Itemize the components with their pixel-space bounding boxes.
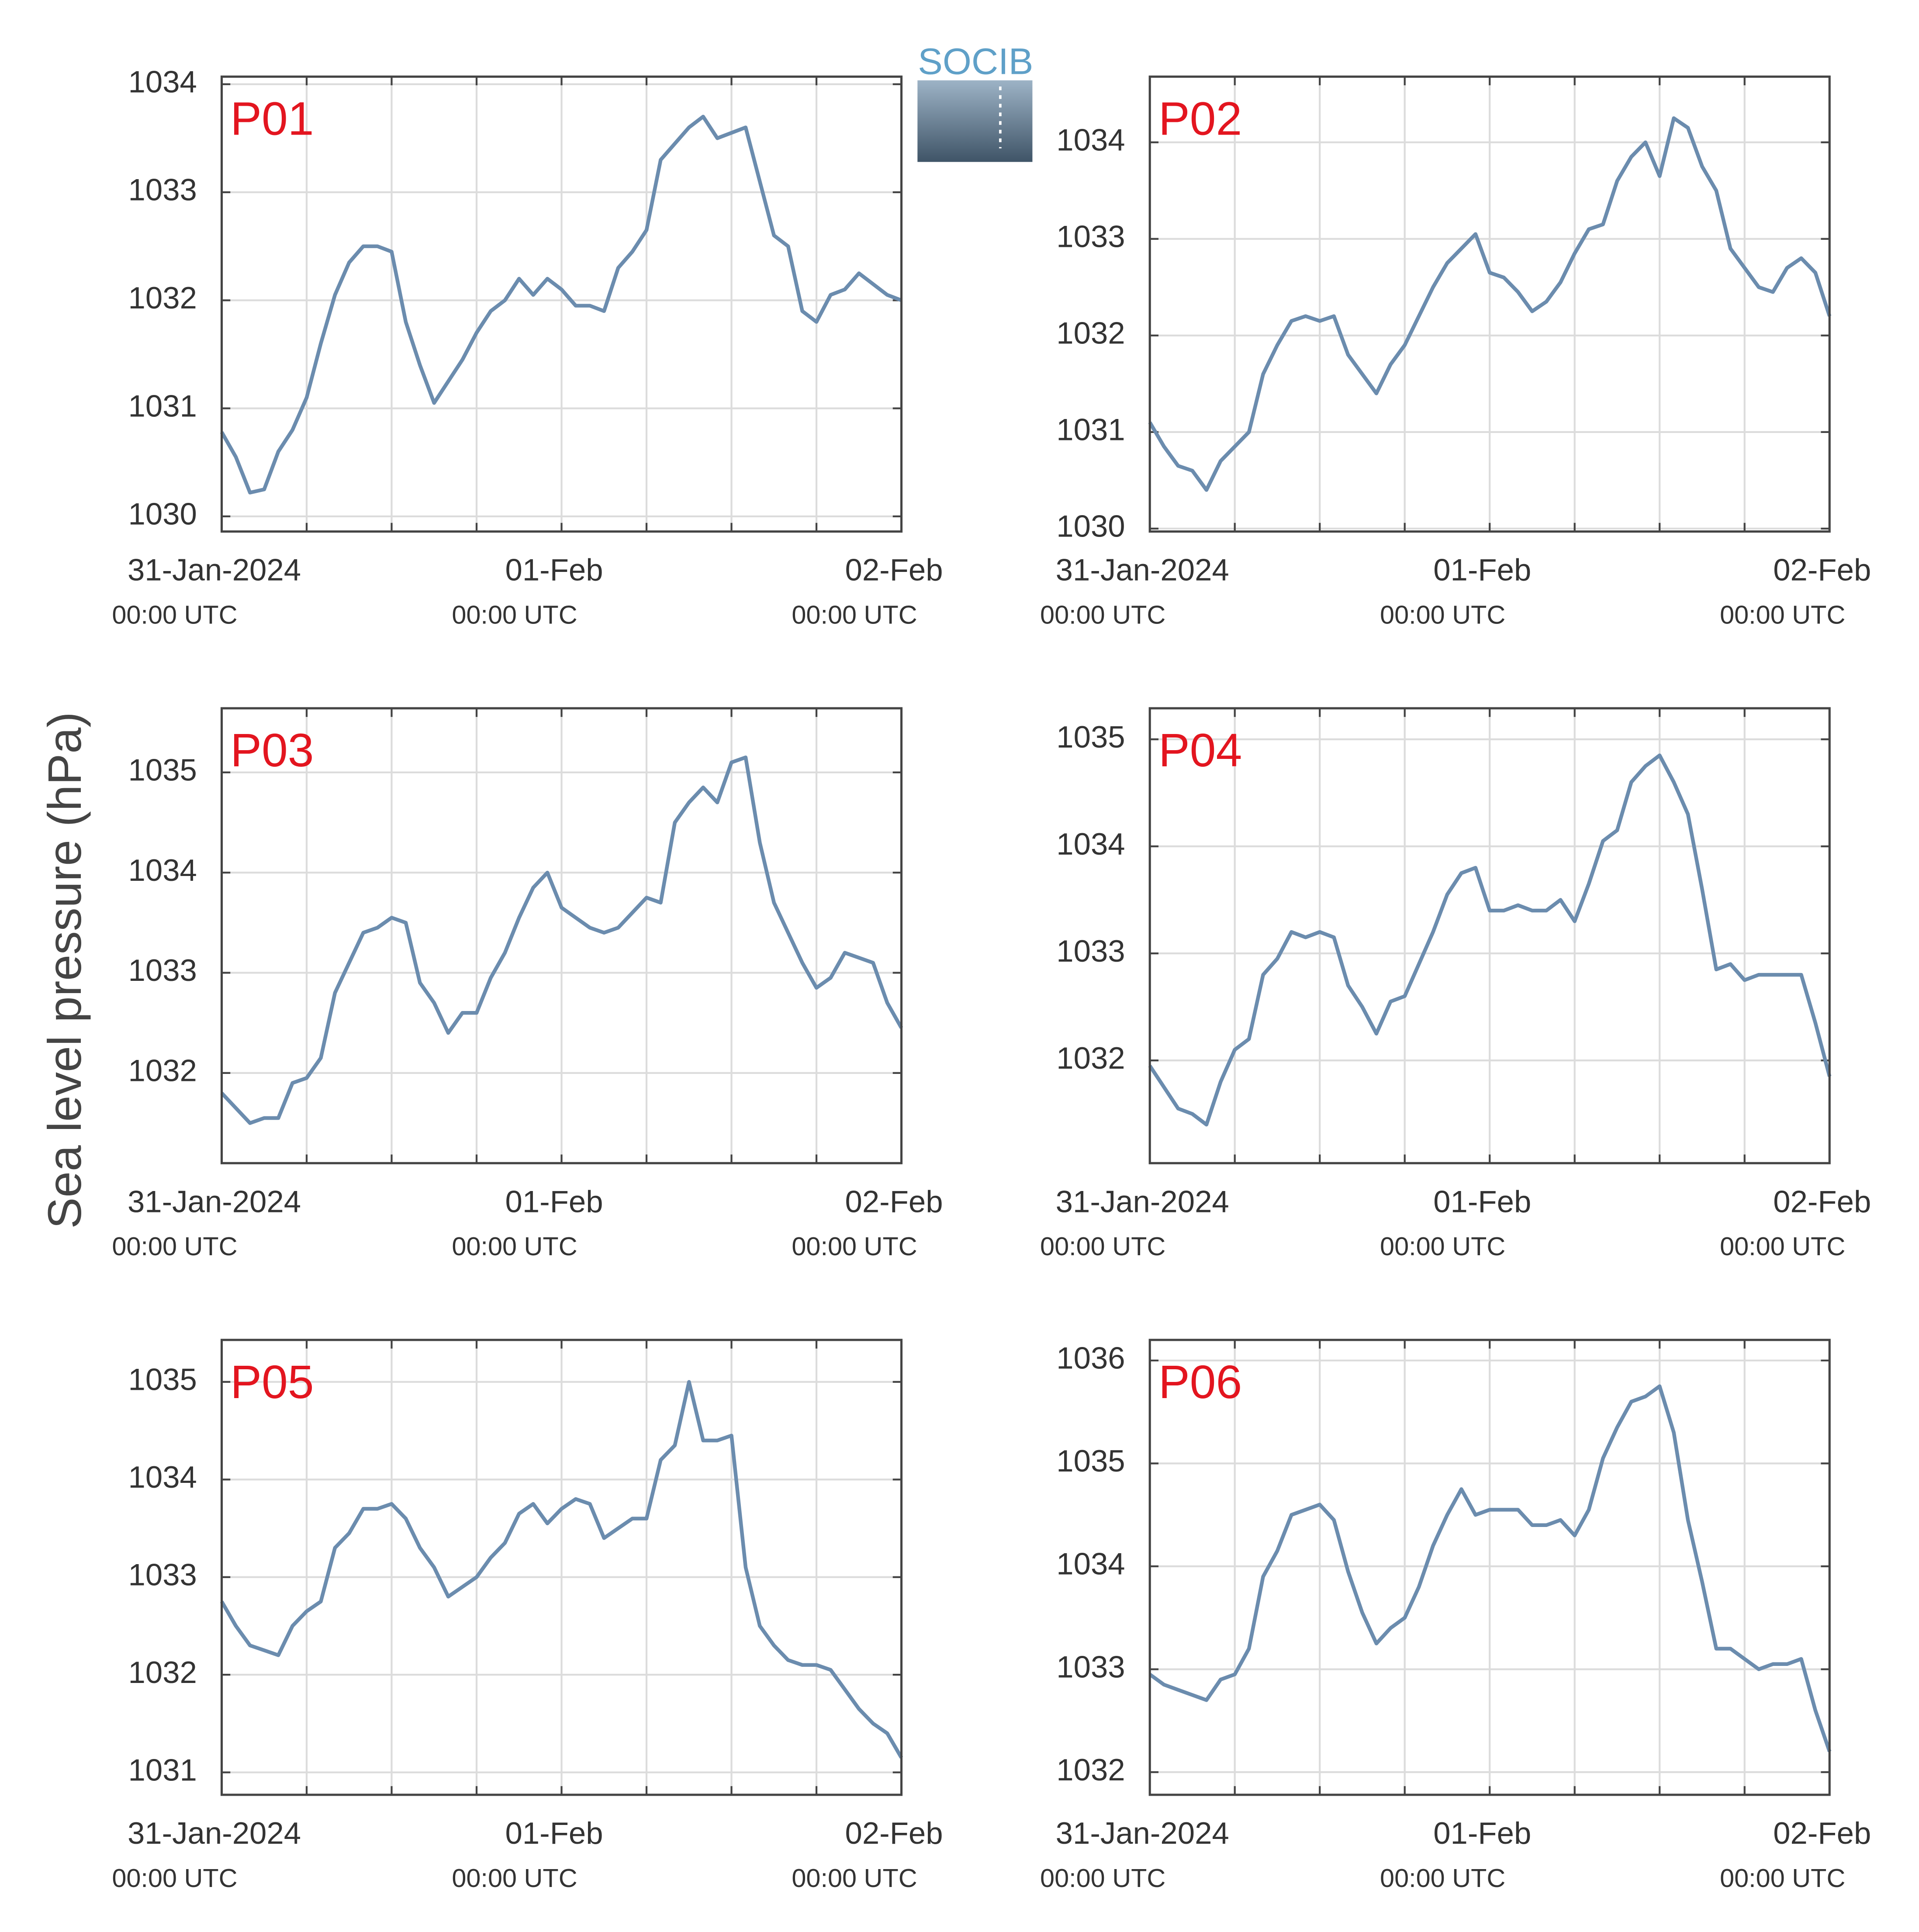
x-tick-label: 02-Feb <box>845 553 943 587</box>
y-tick-label: 1034 <box>128 1460 197 1494</box>
x-tick-sublabel: 00:00 UTC <box>1720 1232 1845 1261</box>
x-tick-sublabel: 00:00 UTC <box>112 1232 237 1261</box>
y-tick-label: 1034 <box>128 853 197 887</box>
y-tick-label: 1034 <box>1056 827 1125 861</box>
y-tick-label: 1035 <box>128 1362 197 1397</box>
y-tick-label: 1030 <box>1056 509 1125 544</box>
y-tick-label: 1031 <box>1056 412 1125 447</box>
y-tick-label: 1034 <box>1056 122 1125 157</box>
panel-title: P04 <box>1158 724 1242 776</box>
plot-frame <box>1148 707 1831 1164</box>
x-tick-label: 02-Feb <box>1773 553 1871 587</box>
y-tick-label: 1033 <box>128 1557 197 1592</box>
y-tick-label: 1032 <box>1056 1041 1125 1075</box>
data-line <box>220 1380 903 1759</box>
x-tick-label: 01-Feb <box>505 1816 603 1850</box>
plot-frame <box>220 707 903 1164</box>
x-tick-sublabel: 00:00 UTC <box>1380 1232 1505 1261</box>
logo-text: SOCIB <box>918 41 1033 82</box>
x-tick-label: 01-Feb <box>505 1184 603 1219</box>
data-line <box>1148 116 1832 492</box>
x-tick-label: 31-Jan-2024 <box>128 1816 301 1850</box>
x-tick-sublabel: 00:00 UTC <box>1040 1863 1165 1893</box>
y-tick-label: 1032 <box>1056 1752 1125 1787</box>
x-tick-sublabel: 00:00 UTC <box>792 1863 917 1893</box>
y-tick-label: 1031 <box>128 388 197 423</box>
data-line <box>220 755 903 1125</box>
panel-title: P06 <box>1158 1356 1242 1408</box>
x-tick-sublabel: 00:00 UTC <box>452 600 577 629</box>
x-tick-label: 02-Feb <box>845 1184 943 1219</box>
logo-graphic <box>917 80 1033 162</box>
x-tick-sublabel: 00:00 UTC <box>1040 1232 1165 1261</box>
panel-title: P05 <box>230 1356 314 1408</box>
y-tick-label: 1036 <box>1056 1341 1125 1375</box>
x-tick-label: 02-Feb <box>845 1816 943 1850</box>
panel-title: P01 <box>230 92 314 145</box>
y-tick-label: 1033 <box>1056 1649 1125 1684</box>
x-tick-label: 01-Feb <box>1433 1184 1531 1219</box>
y-tick-label: 1033 <box>128 953 197 987</box>
x-tick-label: 31-Jan-2024 <box>1056 1816 1229 1850</box>
y-tick-label: 1031 <box>128 1752 197 1787</box>
x-tick-label: 01-Feb <box>505 553 603 587</box>
plot-frame <box>220 75 903 533</box>
x-tick-sublabel: 00:00 UTC <box>1380 1863 1505 1893</box>
x-tick-sublabel: 00:00 UTC <box>112 1863 237 1893</box>
y-tick-label: 1033 <box>128 173 197 207</box>
x-tick-sublabel: 00:00 UTC <box>1720 600 1845 629</box>
x-tick-label: 01-Feb <box>1433 1816 1531 1850</box>
data-line <box>1148 753 1832 1127</box>
panel-title: P02 <box>1158 92 1242 145</box>
x-tick-sublabel: 00:00 UTC <box>1720 1863 1845 1893</box>
plot-frame <box>220 1339 903 1796</box>
y-tick-label: 1032 <box>128 1655 197 1690</box>
x-tick-label: 02-Feb <box>1773 1184 1871 1219</box>
y-tick-label: 1034 <box>1056 1547 1125 1581</box>
y-tick-label: 1030 <box>128 497 197 531</box>
data-line <box>220 114 902 495</box>
x-tick-sublabel: 00:00 UTC <box>452 1863 577 1893</box>
x-tick-label: 31-Jan-2024 <box>128 553 301 587</box>
y-tick-label: 1035 <box>1056 1444 1125 1478</box>
x-tick-sublabel: 00:00 UTC <box>1040 600 1165 629</box>
y-tick-label: 1035 <box>128 753 197 787</box>
plot-frame <box>1148 75 1831 533</box>
panel-title: P03 <box>230 724 314 776</box>
x-tick-label: 02-Feb <box>1773 1816 1871 1850</box>
x-tick-label: 31-Jan-2024 <box>1056 1184 1229 1219</box>
y-tick-label: 1033 <box>1056 219 1125 253</box>
x-tick-sublabel: 00:00 UTC <box>112 600 237 629</box>
data-line <box>1148 1384 1832 1752</box>
x-tick-sublabel: 00:00 UTC <box>1380 600 1505 629</box>
plot-frame <box>1148 1339 1831 1796</box>
x-tick-label: 31-Jan-2024 <box>128 1184 301 1219</box>
y-tick-label: 1033 <box>1056 934 1125 968</box>
y-tick-label: 1032 <box>128 1053 197 1088</box>
x-tick-sublabel: 00:00 UTC <box>792 600 917 629</box>
y-axis-label: Sea level pressure (hPa) <box>38 712 91 1229</box>
y-tick-label: 1032 <box>128 280 197 315</box>
y-tick-label: 1032 <box>1056 316 1125 350</box>
x-tick-label: 31-Jan-2024 <box>1056 553 1229 587</box>
x-tick-sublabel: 00:00 UTC <box>452 1232 577 1261</box>
y-tick-label: 1034 <box>128 64 197 99</box>
x-tick-sublabel: 00:00 UTC <box>792 1232 917 1261</box>
x-tick-label: 01-Feb <box>1433 553 1531 587</box>
y-tick-label: 1035 <box>1056 720 1125 754</box>
